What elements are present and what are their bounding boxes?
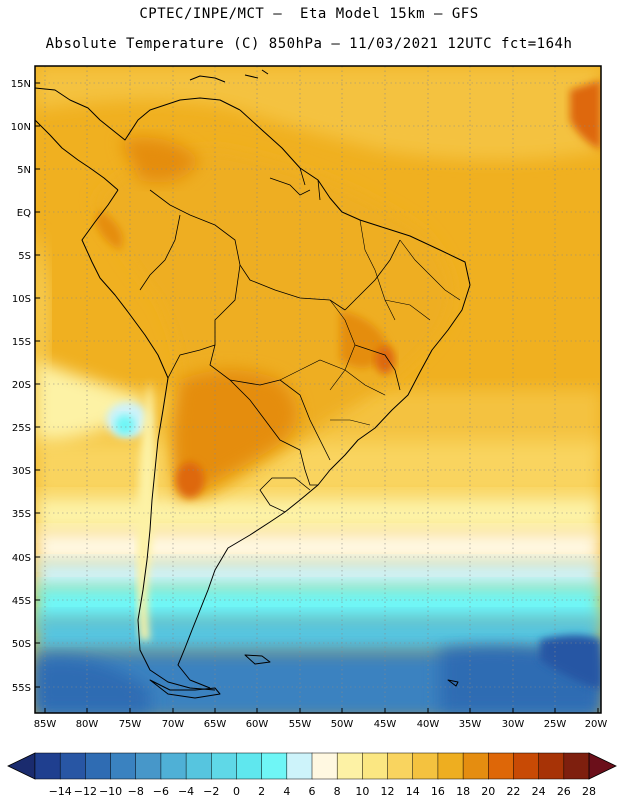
- longitude-labels: 85W 80W 75W 70W 65W 60W 55W 50W 45W 40W …: [34, 719, 608, 730]
- colorbar-label: 0: [233, 785, 240, 798]
- colorbar-swatch: [34, 752, 61, 780]
- colorbar-swatch: [236, 752, 263, 780]
- colorbar-label: −12: [74, 785, 97, 798]
- lon-label: 30W: [502, 719, 525, 730]
- coastline: [35, 69, 471, 699]
- lat-label: 5N: [17, 165, 31, 176]
- colorbar-swatch: [110, 752, 137, 780]
- country-borders: [139, 167, 401, 513]
- lon-label: 80W: [76, 719, 99, 730]
- colorbar-swatch: [563, 752, 590, 780]
- lon-label: 60W: [246, 719, 269, 730]
- colorbar-label: −14: [49, 785, 72, 798]
- colorbar-label: 22: [506, 785, 520, 798]
- lat-label: 50S: [12, 639, 31, 650]
- lon-label: 50W: [331, 719, 354, 730]
- colorbar: −14 −12 −10 −8 −6 −4 −2 0 2 4 6 8 10 12 14 16 18 20 22 24 26…: [7, 752, 617, 798]
- colorbar-label: 18: [456, 785, 470, 798]
- colorbar-label: −6: [153, 785, 169, 798]
- lat-label: 35S: [12, 509, 31, 520]
- lon-label: 40W: [417, 719, 440, 730]
- colorbar-label: 20: [481, 785, 495, 798]
- colorbar-label: 24: [532, 785, 546, 798]
- lat-label: 20S: [12, 380, 31, 391]
- colorbar-label: 6: [309, 785, 316, 798]
- colorbar-swatch: [462, 752, 489, 780]
- colorbar-swatch: [85, 752, 112, 780]
- temperature-field: [35, 66, 601, 713]
- map-frame: [34, 65, 602, 714]
- colorbar-label: 2: [258, 785, 265, 798]
- colorbar-swatch: [211, 752, 238, 780]
- colorbar-swatch: [311, 752, 338, 780]
- colorbar-swatch: [538, 752, 565, 780]
- lat-label: 15N: [11, 79, 31, 90]
- colorbar-arrow-right: [588, 752, 617, 780]
- lon-label: 20W: [585, 719, 608, 730]
- lon-label: 65W: [204, 719, 227, 730]
- lat-label: 45S: [12, 596, 31, 607]
- lon-label: 55W: [289, 719, 312, 730]
- colorbar-label: 14: [406, 785, 420, 798]
- colorbar-label: −10: [99, 785, 122, 798]
- lon-label: 25W: [544, 719, 567, 730]
- colorbar-label: 8: [334, 785, 341, 798]
- colorbar-label: 4: [283, 785, 290, 798]
- colorbar-label: −4: [178, 785, 194, 798]
- lat-label: 15S: [12, 337, 31, 348]
- colorbar-swatch: [437, 752, 464, 780]
- colorbar-swatch: [513, 752, 540, 780]
- colorbar-swatch: [185, 752, 212, 780]
- latitude-labels: 15N 10N 5N EQ 5S 10S 15S 20S 25S 30S 35S…: [11, 79, 31, 694]
- lat-label: EQ: [17, 208, 31, 219]
- lat-label: 5S: [18, 251, 31, 262]
- chart-subtitle: Absolute Temperature (C) 850hPa – 11/03/…: [45, 36, 573, 52]
- colorbar-swatch: [336, 752, 363, 780]
- lat-label: 10S: [12, 294, 31, 305]
- colorbar-label: −2: [203, 785, 219, 798]
- colorbar-swatch: [135, 752, 162, 780]
- lon-label: 85W: [34, 719, 57, 730]
- lon-label: 45W: [374, 719, 397, 730]
- colorbar-label: 16: [431, 785, 445, 798]
- colorbar-swatch: [488, 752, 514, 780]
- chart-title: CPTEC/INPE/MCT – Eta Model 15km – GFS: [139, 6, 479, 22]
- colorbar-label: −8: [128, 785, 144, 798]
- colorbar-label: 28: [582, 785, 596, 798]
- frame-ticks: [35, 82, 599, 713]
- colorbar-swatch: [286, 752, 313, 780]
- lat-label: 55S: [12, 683, 31, 694]
- colorbar-swatch: [59, 752, 86, 780]
- colorbar-swatch: [160, 752, 187, 780]
- colorbar-label: 10: [355, 785, 369, 798]
- colorbar-label: 12: [381, 785, 395, 798]
- lat-label: 30S: [12, 466, 31, 477]
- state-borders: [279, 219, 461, 426]
- lon-label: 70W: [162, 719, 185, 730]
- colorbar-swatch: [412, 752, 439, 780]
- lat-label: 25S: [12, 423, 31, 434]
- colorbar-swatch: [261, 752, 288, 780]
- colorbar-label: 26: [557, 785, 571, 798]
- lat-label: 10N: [11, 122, 31, 133]
- lon-label: 35W: [459, 719, 482, 730]
- colorbar-swatch: [362, 752, 389, 780]
- colorbar-arrow-left: [7, 752, 36, 780]
- lon-label: 75W: [119, 719, 142, 730]
- lat-label: 40S: [12, 553, 31, 564]
- colorbar-swatch: [387, 752, 414, 780]
